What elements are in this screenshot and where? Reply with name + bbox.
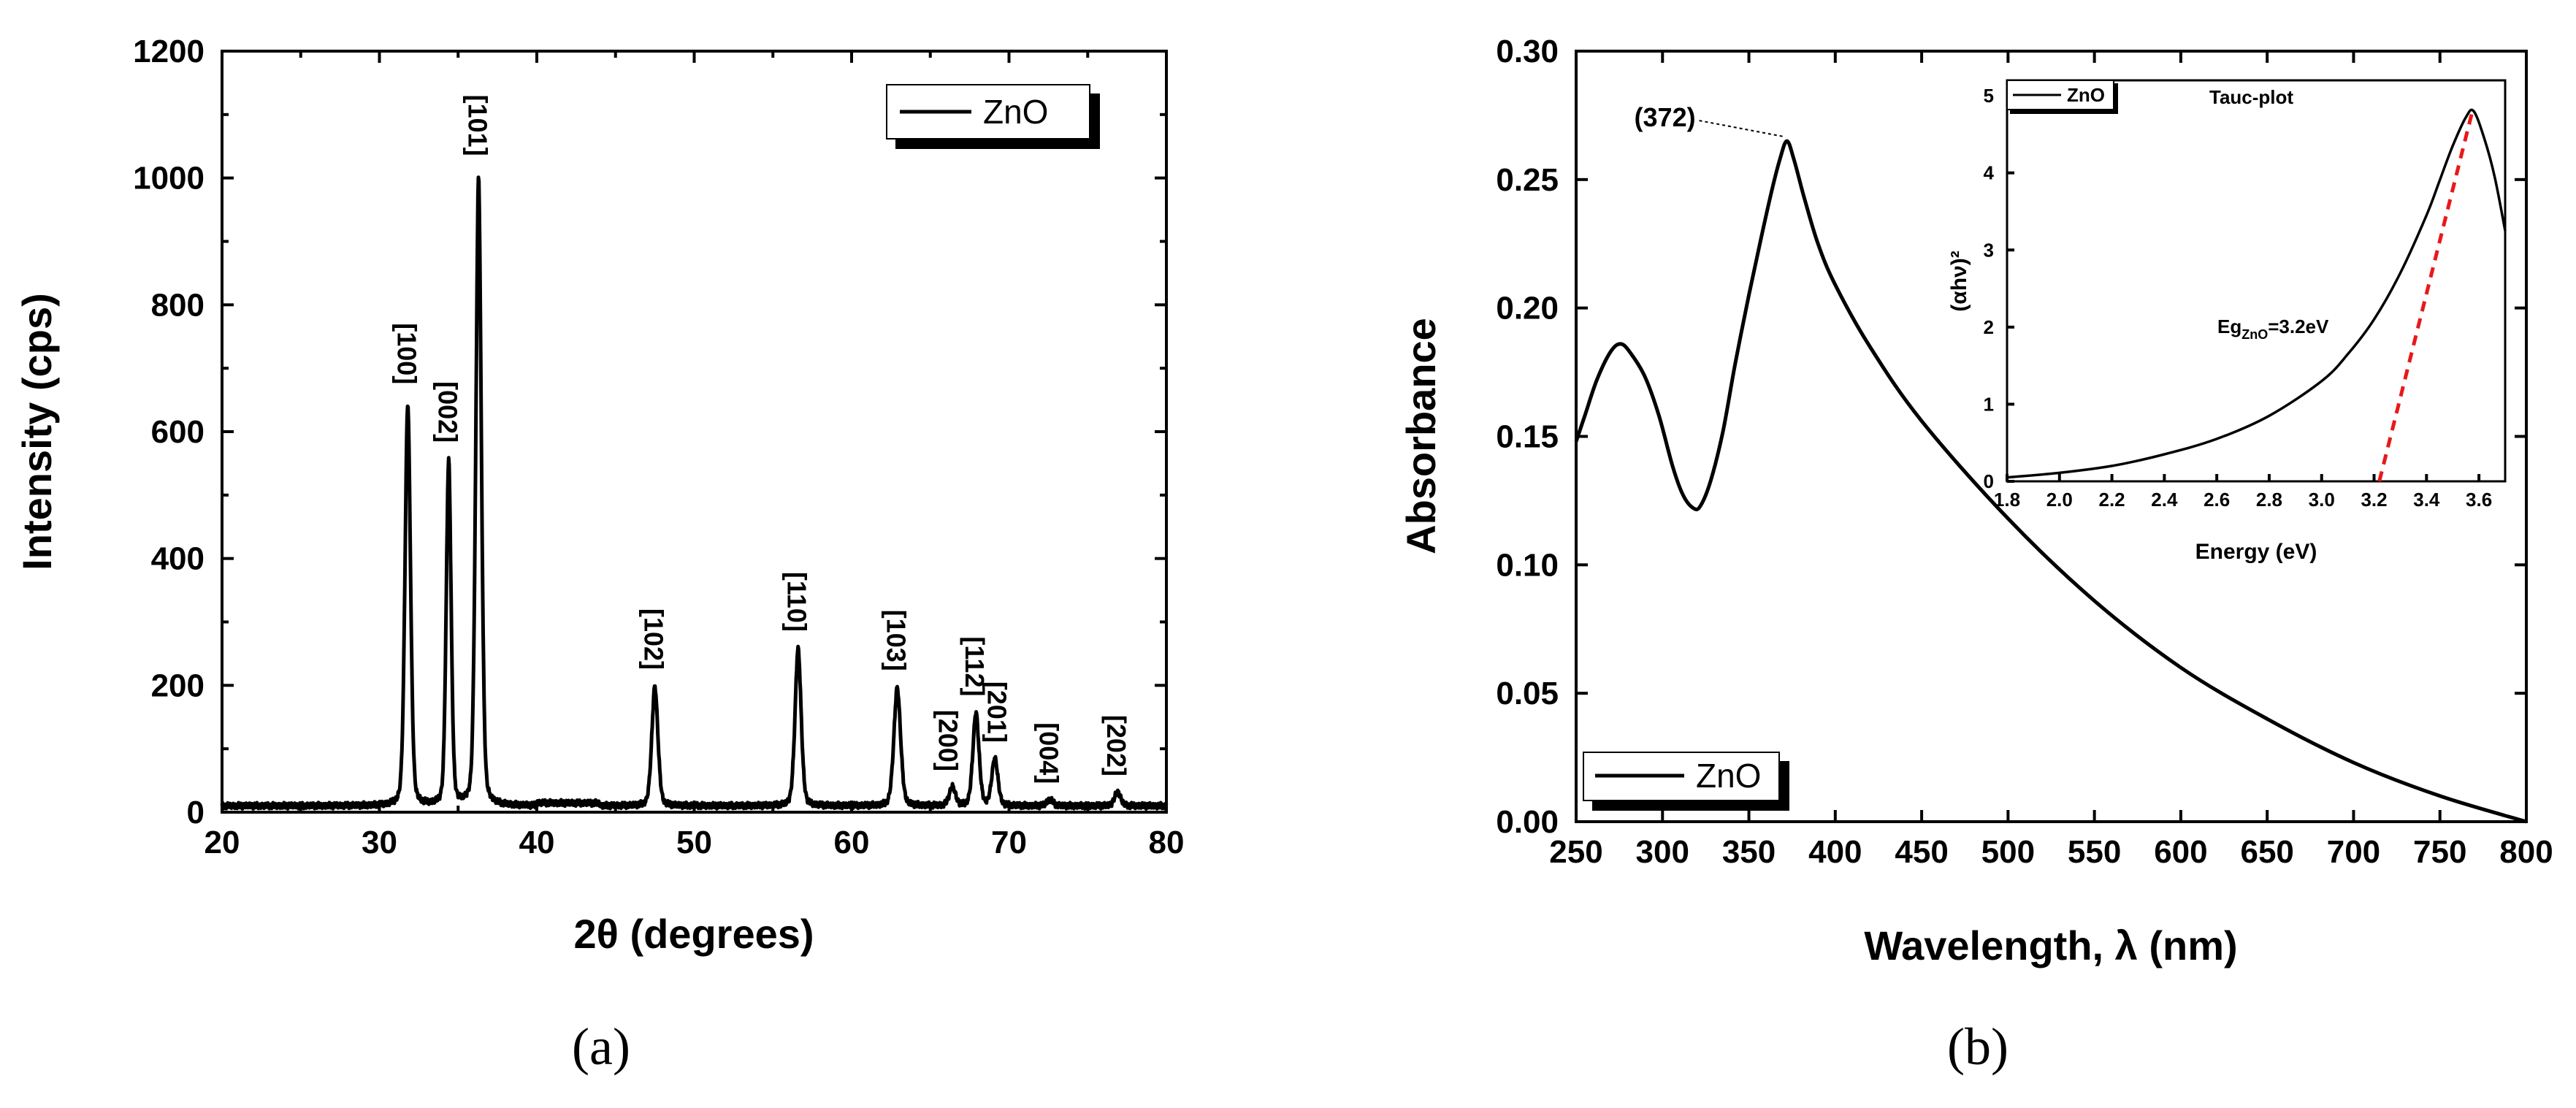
- xrd-y-tick-label: 1200: [133, 34, 205, 69]
- absorbance-ticks: [1575, 50, 2528, 823]
- absorbance-x-tick-label: 650: [2240, 834, 2293, 870]
- tauc-y-tick-label: 3: [1984, 239, 1994, 261]
- xrd-peak-label: [102]: [639, 608, 669, 670]
- tauc-x-tick-label: 2.8: [2256, 489, 2282, 511]
- peak-annotation-leader: [1699, 120, 1784, 138]
- tauc-inset: 1.8 2.0 2.2 2.4 2.6 2.8 3.0 3.2 3.4 3.6 0 1 2 3 4 5 ZnO…: [1947, 76, 2508, 564]
- absorbance-x-tick-label: 800: [2499, 834, 2553, 870]
- absorbance-legend: ZnO: [1583, 752, 1789, 811]
- xrd-y-tick-label: 200: [151, 668, 205, 703]
- xrd-peak-label: [002]: [432, 381, 462, 443]
- tauc-title: Tauc-plot: [2209, 86, 2293, 108]
- band-gap-annotation: EgZnO=3.2eV: [2217, 316, 2329, 342]
- xrd-x-tick-label: 80: [1149, 825, 1185, 860]
- xrd-y-tick-label: 1000: [133, 161, 205, 196]
- caption-a: (a): [572, 1017, 630, 1076]
- absorbance-x-tick-label: 750: [2413, 834, 2466, 870]
- xrd-y-tick-label: 400: [151, 541, 205, 577]
- xrd-peak-label: [110]: [782, 572, 812, 632]
- tauc-legend-label: ZnO: [2067, 84, 2105, 106]
- tauc-x-tick-label: 2.4: [2151, 489, 2178, 511]
- xrd-peak-label: [100]: [391, 323, 421, 384]
- tauc-legend: ZnO: [2006, 80, 2118, 114]
- xrd-y-axis-label: Intensity (cps): [14, 293, 60, 570]
- absorbance-x-tick-label: 250: [1549, 834, 1602, 870]
- absorbance-chart: 250 300 350 400 450 500 550 600 650 700 750 8000.00…: [1398, 34, 2553, 1076]
- xrd-peak-labels: [100] [002] [101] [102] [110] [103] [200] [112]…: [391, 95, 1131, 784]
- tauc-y-tick-label: 0: [1984, 470, 1994, 492]
- absorbance-x-axis-label: Wavelength, λ (nm): [1864, 922, 2237, 968]
- xrd-peak-label: [200]: [933, 710, 963, 771]
- absorbance-y-axis-label: Absorbance: [1398, 318, 1444, 554]
- tauc-x-tick-label: 3.4: [2413, 489, 2440, 511]
- xrd-legend: ZnO: [886, 84, 1100, 149]
- xrd-peak-label: [004]: [1034, 722, 1064, 784]
- xrd-ticks: [221, 50, 1168, 814]
- absorbance-x-tick-label: 450: [1895, 834, 1948, 870]
- absorbance-y-tick-label: 0.00: [1496, 804, 1559, 840]
- tauc-plot-frame: [2006, 79, 2507, 483]
- tauc-x-axis-label: Energy (eV): [2195, 540, 2317, 564]
- absorbance-y-tick-label: 0.30: [1496, 34, 1559, 69]
- absorbance-x-tick-label: 300: [1636, 834, 1689, 870]
- xrd-y-tick-label: 600: [151, 414, 205, 450]
- peak-annotation-372: (372): [1635, 102, 1696, 132]
- tauc-x-tick-label: 3.6: [2466, 489, 2492, 511]
- xrd-peak-label: [101]: [462, 95, 492, 156]
- band-gap-eg: Eg: [2217, 316, 2241, 337]
- absorbance-x-tick-label: 700: [2327, 834, 2380, 870]
- tauc-y-tick-label: 4: [1984, 162, 1995, 184]
- tauc-x-tick-label: 3.0: [2309, 489, 2335, 511]
- xrd-x-tick-label: 70: [991, 825, 1027, 860]
- xrd-legend-label: ZnO: [983, 93, 1048, 131]
- xrd-x-tick-label: 40: [519, 825, 555, 860]
- tauc-x-tick-label: 1.8: [1994, 489, 2020, 511]
- xrd-x-axis-label: 2θ (degrees): [573, 911, 814, 957]
- xrd-peak-label: [112]: [960, 636, 990, 696]
- absorbance-series-line: [1574, 139, 2527, 824]
- tauc-y-tick-label: 2: [1984, 316, 1994, 338]
- xrd-y-tick-label: 800: [151, 287, 205, 323]
- xrd-plot-frame: [221, 50, 1168, 814]
- caption-b: (b): [1947, 1017, 2009, 1076]
- tauc-x-tick-label: 3.2: [2361, 489, 2387, 511]
- absorbance-y-tick-label: 0.10: [1496, 547, 1559, 583]
- absorbance-y-tick-label: 0.20: [1496, 291, 1559, 326]
- xrd-x-tick-label: 20: [205, 825, 240, 860]
- xrd-x-tick-label: 60: [834, 825, 870, 860]
- tauc-inset-background: [2001, 76, 2508, 478]
- tauc-y-axis-label: (αhν)²: [1947, 251, 1971, 311]
- xrd-y-tick-label: 0: [187, 795, 205, 830]
- absorbance-tick-labels: 250 300 350 400 450 500 550 600 650 700 750 8000.00…: [1496, 34, 2553, 870]
- band-gap-value: =3.2eV: [2268, 316, 2329, 337]
- absorbance-y-tick-label: 0.25: [1496, 162, 1559, 198]
- tauc-y-tick-label: 5: [1984, 85, 1994, 107]
- xrd-peak-label: [103]: [881, 610, 911, 671]
- tauc-y-tick-label: 1: [1984, 393, 1994, 415]
- xrd-x-tick-label: 30: [362, 825, 397, 860]
- tauc-fit-line: [2377, 110, 2474, 482]
- absorbance-x-tick-label: 600: [2154, 834, 2207, 870]
- absorbance-y-tick-label: 0.05: [1496, 676, 1559, 711]
- absorbance-x-tick-label: 550: [2068, 834, 2121, 870]
- absorbance-y-tick-label: 0.15: [1496, 419, 1559, 455]
- absorbance-x-tick-label: 400: [1808, 834, 1862, 870]
- xrd-peak-label: [201]: [982, 681, 1012, 743]
- absorbance-x-tick-label: 350: [1722, 834, 1776, 870]
- tauc-ticks: [2006, 94, 2481, 483]
- tauc-x-tick-label: 2.2: [2099, 489, 2125, 511]
- xrd-series-line: [220, 175, 1169, 811]
- band-gap-subscript: ZnO: [2241, 327, 2268, 342]
- tauc-tick-labels: 1.8 2.0 2.2 2.4 2.6 2.8 3.0 3.2 3.4 3.6 0 1 2 3 4 5: [1984, 85, 2493, 511]
- tauc-series-line: [2006, 108, 2507, 479]
- tauc-x-tick-label: 2.6: [2204, 489, 2230, 511]
- xrd-peak-label: [202]: [1101, 715, 1131, 776]
- xrd-x-tick-label: 50: [676, 825, 712, 860]
- absorbance-legend-label: ZnO: [1696, 757, 1761, 795]
- tauc-x-tick-label: 2.0: [2046, 489, 2073, 511]
- absorbance-x-tick-label: 500: [1981, 834, 2035, 870]
